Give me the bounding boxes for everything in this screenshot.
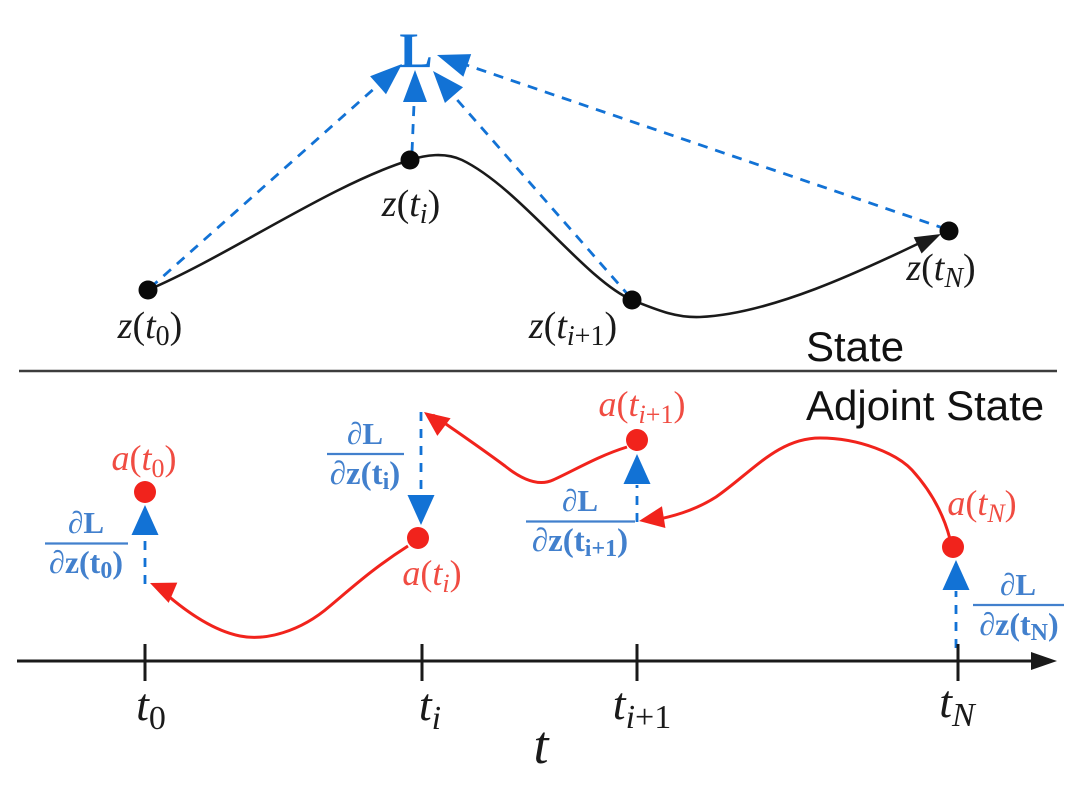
svg-text:L: L	[399, 22, 432, 78]
svg-text:∂z(ti+1): ∂z(ti+1)	[532, 523, 628, 562]
svg-text:∂L: ∂L	[562, 483, 598, 518]
svg-text:ti: ti	[419, 679, 441, 737]
svg-text:tN: tN	[939, 676, 977, 734]
svg-text:z(ti+1): z(ti+1)	[528, 305, 617, 352]
svg-text:Adjoint State: Adjoint State	[806, 382, 1044, 429]
svg-text:ti+1: ti+1	[613, 678, 671, 736]
svg-text:a(ti+1): a(ti+1)	[599, 384, 686, 429]
svg-text:∂L: ∂L	[1000, 567, 1036, 602]
svg-text:∂z(t0): ∂z(t0)	[49, 544, 123, 584]
svg-text:t: t	[533, 715, 550, 775]
svg-text:∂z(ti): ∂z(ti)	[330, 456, 401, 495]
svg-text:z(tN): z(tN)	[905, 247, 975, 294]
svg-text:∂L: ∂L	[347, 416, 383, 451]
svg-text:z(ti): z(ti)	[381, 183, 440, 230]
svg-text:t0: t0	[136, 679, 166, 737]
svg-text:a(tN): a(tN)	[947, 483, 1016, 528]
svg-text:z(t0): z(t0)	[117, 305, 183, 352]
svg-text:a(ti): a(ti)	[402, 553, 461, 598]
svg-text:∂z(tN): ∂z(tN)	[979, 606, 1058, 646]
svg-text:∂L: ∂L	[68, 505, 104, 540]
svg-text:State: State	[806, 323, 904, 370]
svg-text:a(t0): a(t0)	[111, 438, 176, 483]
